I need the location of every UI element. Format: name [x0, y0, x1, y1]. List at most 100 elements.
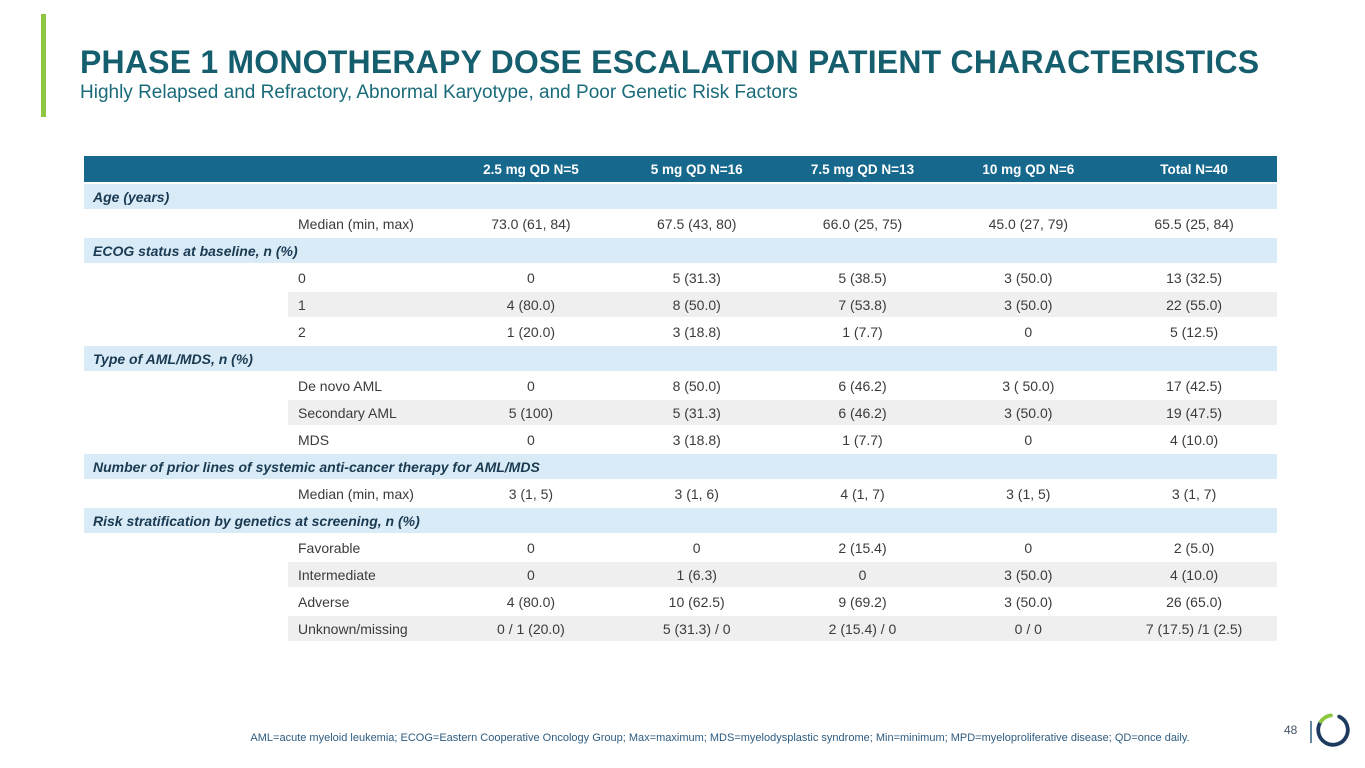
- column-header: 10 mg QD N=6: [982, 161, 1075, 177]
- row-label: Secondary AML: [288, 400, 448, 425]
- column-header: 7.5 mg QD N=13: [810, 161, 915, 177]
- data-cell: 3 ( 50.0): [945, 373, 1112, 398]
- table-row: Favorable 0 0 2 (15.4) 0 2 (5.0): [84, 535, 1277, 562]
- data-cell: 7 (53.8): [779, 292, 946, 317]
- indent-cell: [84, 292, 288, 317]
- row-label: 0: [288, 265, 448, 290]
- section-header-row: ECOG status at baseline, n (%): [84, 238, 1277, 265]
- indent-cell: [84, 427, 288, 452]
- table-header-row: 2.5 mg QD N=5 5 mg QD N=16 7.5 mg QD N=13 1…: [84, 156, 1277, 184]
- page-title: PHASE 1 MONOTHERAPY DOSE ESCALATION PATI…: [80, 44, 1260, 80]
- data-cell: 1 (6.3): [613, 562, 780, 587]
- data-cell: 3 (1, 7): [1111, 481, 1277, 506]
- data-cell: 8 (50.0): [613, 373, 780, 398]
- row-label: De novo AML: [288, 373, 448, 398]
- data-cell: 3 (1, 5): [945, 481, 1112, 506]
- data-cell: 3 (50.0): [945, 265, 1112, 290]
- data-cell: 67.5 (43, 80): [613, 211, 780, 236]
- section-header-label: Risk stratification by genetics at scree…: [93, 512, 420, 529]
- table-row: Median (min, max) 3 (1, 5) 3 (1, 6) 4 (1, 7…: [84, 481, 1277, 508]
- indent-cell: [84, 589, 288, 614]
- data-cell: 6 (46.2): [779, 373, 946, 398]
- data-cell: 5 (31.3) / 0: [613, 616, 780, 641]
- table-row: Median (min, max) 73.0 (61, 84) 67.5 (43, …: [84, 211, 1277, 238]
- data-cell: 0: [779, 562, 946, 587]
- data-cell: 4 (80.0): [448, 589, 614, 614]
- data-cell: 5 (12.5): [1111, 319, 1277, 344]
- data-cell: 3 (18.8): [613, 427, 780, 452]
- data-cell: 5 (100): [448, 400, 614, 425]
- data-cell: 45.0 (27, 79): [945, 211, 1112, 236]
- data-cell: 4 (10.0): [1111, 562, 1277, 587]
- data-cell: 3 (50.0): [945, 589, 1112, 614]
- data-cell: 4 (80.0): [448, 292, 614, 317]
- column-header: 2.5 mg QD N=5: [483, 161, 579, 177]
- section-header-row: Number of prior lines of systemic anti-c…: [84, 454, 1277, 481]
- header-spacer-cell: [84, 156, 448, 182]
- data-cell: 19 (47.5): [1111, 400, 1277, 425]
- indent-cell: [84, 562, 288, 587]
- data-cell: 5 (31.3): [613, 265, 780, 290]
- indent-cell: [84, 211, 288, 236]
- data-cell: 3 (1, 6): [613, 481, 780, 506]
- footer-divider: [1310, 721, 1312, 743]
- data-cell: 73.0 (61, 84): [448, 211, 614, 236]
- data-cell: 65.5 (25, 84): [1111, 211, 1277, 236]
- data-cell: 0: [448, 427, 614, 452]
- row-label: Favorable: [288, 535, 448, 560]
- data-cell: 0: [613, 535, 780, 560]
- data-cell: 1 (7.7): [779, 319, 946, 344]
- data-cell: 0: [945, 535, 1112, 560]
- data-cell: 0 / 1 (20.0): [448, 616, 614, 641]
- row-label: Unknown/missing: [288, 616, 448, 641]
- table-row: Secondary AML 5 (100) 5 (31.3) 6 (46.2) 3 (5…: [84, 400, 1277, 427]
- indent-cell: [84, 535, 288, 560]
- section-header-row: Risk stratification by genetics at scree…: [84, 508, 1277, 535]
- indent-cell: [84, 319, 288, 344]
- data-cell: 3 (1, 5): [448, 481, 614, 506]
- table-row: De novo AML 0 8 (50.0) 6 (46.2) 3 ( 50.0) 17 …: [84, 373, 1277, 400]
- indent-cell: [84, 265, 288, 290]
- green-accent-bar: [41, 14, 46, 117]
- column-header: Total N=40: [1160, 161, 1228, 177]
- data-cell: 3 (50.0): [945, 562, 1112, 587]
- data-cell: 3 (50.0): [945, 292, 1112, 317]
- characteristics-table: 2.5 mg QD N=5 5 mg QD N=16 7.5 mg QD N=13 1…: [84, 156, 1277, 643]
- data-cell: 4 (1, 7): [779, 481, 946, 506]
- data-cell: 9 (69.2): [779, 589, 946, 614]
- data-cell: 6 (46.2): [779, 400, 946, 425]
- indent-cell: [84, 616, 288, 641]
- row-label: Intermediate: [288, 562, 448, 587]
- data-cell: 66.0 (25, 75): [779, 211, 946, 236]
- column-header: 5 mg QD N=16: [650, 161, 743, 177]
- data-cell: 13 (32.5): [1111, 265, 1277, 290]
- data-cell: 1 (7.7): [779, 427, 946, 452]
- page-number: 48: [1284, 723, 1298, 737]
- data-cell: 2 (15.4): [779, 535, 946, 560]
- row-label: Median (min, max): [288, 481, 448, 506]
- data-cell: 8 (50.0): [613, 292, 780, 317]
- indent-cell: [84, 400, 288, 425]
- section-header-label: Age (years): [93, 188, 170, 205]
- row-label: 1: [288, 292, 448, 317]
- abbreviations-footnote: AML=acute myeloid leukemia; ECOG=Eastern…: [250, 732, 1190, 744]
- row-label: MDS: [288, 427, 448, 452]
- section-header-label: Type of AML/MDS, n (%): [93, 350, 253, 367]
- data-cell: 0: [945, 319, 1112, 344]
- data-cell: 0: [448, 535, 614, 560]
- data-cell: 1 (20.0): [448, 319, 614, 344]
- data-cell: 5 (31.3): [613, 400, 780, 425]
- data-cell: 3 (50.0): [945, 400, 1112, 425]
- data-cell: 2 (5.0): [1111, 535, 1277, 560]
- data-cell: 4 (10.0): [1111, 427, 1277, 452]
- data-cell: 0: [945, 427, 1112, 452]
- section-header-row: Age (years): [84, 184, 1277, 211]
- indent-cell: [84, 373, 288, 398]
- table-row: Adverse 4 (80.0) 10 (62.5) 9 (69.2) 3 (50.0)…: [84, 589, 1277, 616]
- section-header-row: Type of AML/MDS, n (%): [84, 346, 1277, 373]
- data-cell: 2 (15.4) / 0: [779, 616, 946, 641]
